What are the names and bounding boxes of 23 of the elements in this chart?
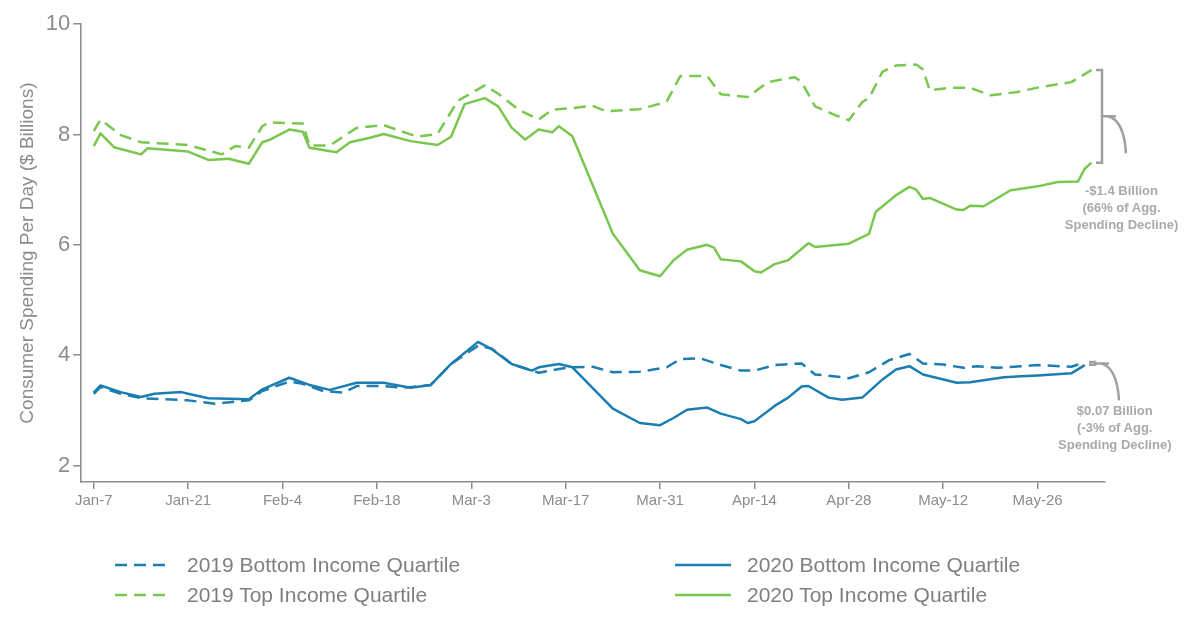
x-tick-label: May-12 bbox=[918, 491, 969, 509]
annotation: -$1.4 Billion (66% of Agg. Spending Decline) bbox=[1064, 182, 1179, 232]
y-axis-title: Consumer Spending Per Day ($ Billions) bbox=[15, 82, 37, 424]
x-tick-label: Jan-21 bbox=[165, 491, 212, 509]
x-tick-label: Feb-18 bbox=[353, 491, 401, 509]
y-tick-label: 2 bbox=[58, 451, 71, 477]
x-tick-label: Mar-17 bbox=[541, 491, 590, 509]
annotation: $0.07 Billion (-3% of Agg. Spending Decline) bbox=[1058, 403, 1172, 453]
x-tick-label: Feb-4 bbox=[262, 491, 303, 509]
legend-label: 2019 Top Income Quartile bbox=[187, 583, 428, 607]
x-tick-label: Apr-28 bbox=[826, 491, 872, 509]
x-tick-label: May-26 bbox=[1012, 491, 1063, 509]
legend-label: 2019 Bottom Income Quartile bbox=[187, 553, 461, 577]
legend-label: 2020 Bottom Income Quartile bbox=[747, 553, 1021, 577]
x-tick-label: Apr-14 bbox=[731, 491, 777, 509]
y-tick-label: 8 bbox=[58, 120, 71, 146]
x-tick-label: Mar-3 bbox=[451, 491, 491, 509]
legend-label: 2020 Top Income Quartile bbox=[747, 583, 988, 607]
y-tick-label: 4 bbox=[58, 341, 71, 367]
y-tick-label: 6 bbox=[58, 230, 71, 256]
x-tick-label: Jan-7 bbox=[74, 491, 113, 509]
x-tick-label: Mar-31 bbox=[636, 491, 684, 509]
y-tick-label: 10 bbox=[45, 10, 71, 36]
